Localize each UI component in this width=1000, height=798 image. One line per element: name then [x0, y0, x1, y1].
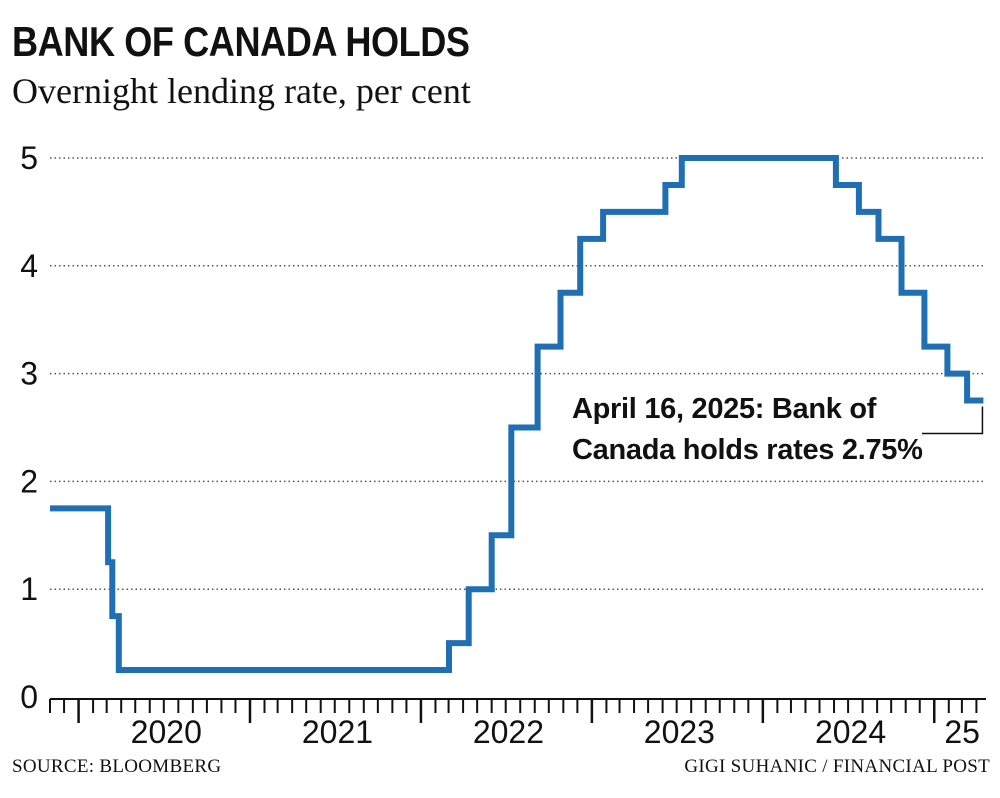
x-axis: 2020 2021 2022 2023 2024 25	[49, 698, 986, 750]
x-tick-label: 2023	[644, 714, 715, 750]
annotation-text-line1: April 16, 2025: Bank of	[572, 393, 877, 425]
y-axis-ticks: 0 1 2 3 4 5	[20, 140, 38, 715]
rate-line	[50, 155, 984, 673]
credit-note: GIGI SUHANIC / FINANCIAL POST	[684, 756, 990, 777]
x-tick-label: 2024	[815, 714, 886, 750]
annotation-leader-line	[922, 406, 984, 435]
y-tick-label: 3	[20, 356, 38, 392]
y-tick-label: 5	[20, 140, 38, 176]
gridlines	[50, 157, 984, 590]
x-tick-label: 2022	[473, 714, 544, 750]
y-tick-label: 2	[20, 463, 38, 499]
x-tick-label: 2021	[302, 714, 373, 750]
series-group	[50, 155, 984, 673]
x-tick-label: 25	[944, 714, 980, 750]
chart-subtitle: Overnight lending rate, per cent	[12, 71, 471, 111]
source-note: SOURCE: BLOOMBERG	[12, 756, 222, 777]
annotation-group: April 16, 2025: Bank of Canada holds rat…	[572, 393, 984, 466]
chart-title: BANK OF CANADA HOLDS	[12, 18, 470, 65]
y-tick-label: 0	[20, 679, 38, 715]
x-tick-label: 2020	[131, 714, 202, 750]
y-tick-label: 4	[20, 248, 38, 284]
annotation-text-line2: Canada holds rates 2.75%	[572, 434, 923, 466]
y-tick-label: 1	[20, 571, 38, 607]
